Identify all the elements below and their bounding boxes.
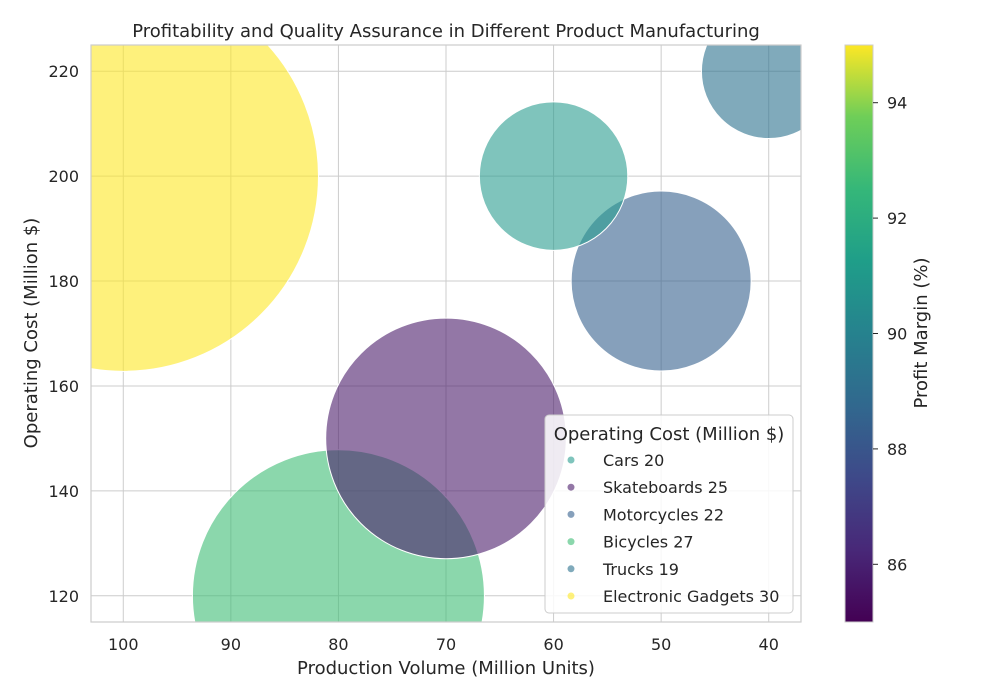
x-tick-label: 40 (759, 635, 779, 654)
legend-marker (567, 510, 575, 518)
y-tick-label: 180 (48, 272, 79, 291)
legend-marker (567, 592, 575, 600)
data-points (91, 45, 801, 622)
colorbar-gradient (844, 44, 874, 623)
y-tick-labels: 120 140 160 180 200 220 (48, 62, 79, 606)
y-tick-label: 120 (48, 587, 79, 606)
data-point-5 (91, 45, 319, 372)
y-axis-label: Operating Cost (Million $) (21, 218, 42, 449)
colorbar: 86 88 90 92 94 Profit Margin (%) (844, 44, 932, 623)
legend-marker (567, 483, 575, 491)
plot-frame (90, 44, 802, 623)
y-tick-label: 160 (48, 377, 79, 396)
x-tick-label: 100 (108, 635, 139, 654)
data-point-4 (700, 45, 801, 140)
colorbar-tick-label: 92 (887, 209, 907, 228)
legend-marker (567, 565, 575, 573)
x-tick-label: 90 (221, 635, 241, 654)
legend-entry: Trucks 19 (602, 560, 679, 579)
legend-title: Operating Cost (Million $) (554, 424, 785, 445)
legend-marker (567, 456, 575, 464)
x-tick-label: 70 (436, 635, 456, 654)
colorbar-tick-label: 88 (887, 440, 907, 459)
y-tick-label: 220 (48, 62, 79, 81)
data-point-0 (478, 101, 629, 251)
colorbar-tick-label: 94 (887, 94, 907, 113)
data-point-2 (570, 190, 752, 372)
data-point-1 (325, 317, 567, 560)
legend: Operating Cost (Million $) Cars 20 Skateb… (544, 414, 794, 614)
y-tick-label: 140 (48, 482, 79, 501)
legend-entry: Skateboards 25 (603, 478, 728, 497)
colorbar-tick-label: 86 (887, 555, 907, 574)
x-tick-label: 50 (651, 635, 671, 654)
legend-entry: Electronic Gadgets 30 (603, 587, 779, 606)
legend-entry: Motorcycles 22 (603, 505, 724, 524)
legend-entry: Bicycles 27 (603, 533, 694, 552)
y-tick-label: 200 (48, 167, 79, 186)
colorbar-tick-label: 90 (887, 325, 907, 344)
legend-entry: Cars 20 (603, 451, 664, 470)
x-tick-label: 60 (543, 635, 563, 654)
legend-marker (567, 538, 575, 546)
x-axis-label: Production Volume (Million Units) (297, 658, 595, 679)
legend-box (544, 414, 794, 614)
chart-title: Profitability and Quality Assurance in D… (132, 21, 760, 42)
colorbar-label: Profit Margin (%) (911, 257, 932, 408)
x-tick-label: 80 (328, 635, 348, 654)
x-tick-labels: 100 90 80 70 60 50 40 (108, 635, 779, 654)
